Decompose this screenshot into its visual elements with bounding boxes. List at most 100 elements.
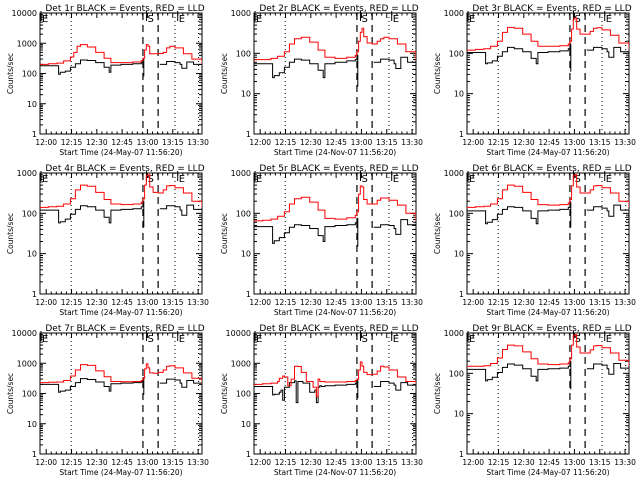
- time-marker-e: E: [467, 11, 475, 25]
- x-tick-label: 12:30: [86, 138, 108, 147]
- y-tick-label: 1: [459, 450, 464, 459]
- y-tick-label: 10: [454, 250, 464, 259]
- marker-label: E: [606, 334, 612, 345]
- x-tick-label: 12:45: [538, 138, 560, 147]
- x-tick-label: 12:00: [35, 458, 57, 467]
- time-marker-e: E: [40, 331, 48, 345]
- x-tick-label: 13:15: [589, 458, 611, 467]
- time-marker-e: E: [254, 171, 262, 185]
- y-tick-label: 1000: [231, 359, 251, 368]
- plot-title: Det 1r BLACK = Events, RED = LLD: [45, 4, 204, 14]
- y-tick-label: 1000: [17, 359, 37, 368]
- time-marker-e: E: [391, 171, 399, 185]
- x-tick-label: 13:00: [137, 458, 159, 467]
- marker-label: E: [42, 334, 48, 345]
- y-tick-label: 1000: [231, 9, 251, 18]
- series-line-events: [40, 200, 202, 228]
- time-marker-s: S: [359, 331, 368, 345]
- marker-label: E: [179, 174, 185, 185]
- x-tick-label: 12:45: [111, 138, 133, 147]
- plot-title: Det 3r BLACK = Events, RED = LLD: [472, 4, 631, 14]
- y-tick-label: 100: [236, 49, 251, 58]
- x-tick-label: 12:15: [275, 458, 297, 467]
- x-tick-label: 13:00: [564, 138, 586, 147]
- x-tick-label: 12:00: [249, 138, 271, 147]
- x-tick-label: 12:00: [35, 298, 57, 307]
- y-tick-label: 100: [236, 390, 251, 399]
- time-marker-e: E: [604, 11, 612, 25]
- series-line-lld: [40, 44, 202, 65]
- series-line-events: [254, 379, 416, 404]
- x-tick-label: 13:30: [401, 458, 423, 467]
- time-marker-e: E: [177, 11, 185, 25]
- y-axis-label: Counts/sec: [220, 373, 229, 414]
- series-line-events: [467, 43, 629, 72]
- y-tick-label: 1: [246, 130, 251, 139]
- time-marker-e: E: [391, 331, 399, 345]
- detector-plot-2: 1 10 100 1000 12:00 12:15 12:30 12:45 13:00 13:15…: [220, 4, 423, 157]
- marker-label: E: [469, 14, 475, 25]
- x-tick-label: 12:15: [275, 138, 297, 147]
- series-line-lld: [40, 174, 202, 208]
- x-tick-label: 12:45: [111, 458, 133, 467]
- y-tick-label: 1000: [444, 9, 464, 18]
- x-tick-label: 13:15: [376, 298, 398, 307]
- y-tick-label: 1: [246, 450, 251, 459]
- detector-plot-4: 1 10 100 1000 12:00 12:15 12:30 12:45 13:00 13:15…: [6, 164, 209, 317]
- y-tick-label: 100: [449, 49, 464, 58]
- y-tick-label: 1: [459, 130, 464, 139]
- x-tick-label: 12:30: [513, 138, 535, 147]
- time-marker-s: S: [145, 11, 154, 25]
- y-tick-label: 10: [241, 420, 251, 429]
- y-tick-label: 1: [32, 290, 37, 299]
- plot-title: Det 6r BLACK = Events, RED = LLD: [472, 164, 631, 174]
- y-tick-label: 10000: [12, 329, 37, 338]
- plot-title: Det 7r BLACK = Events, RED = LLD: [45, 324, 204, 334]
- x-tick-label: 12:45: [325, 138, 347, 147]
- x-axis-label: Start Time (24-May-07 11:56:20): [59, 308, 182, 317]
- plot-title: Det 5r BLACK = Events, RED = LLD: [259, 164, 418, 174]
- x-tick-label: 13:30: [187, 298, 209, 307]
- y-tick-label: 10: [27, 100, 37, 109]
- x-tick-label: 12:30: [300, 458, 322, 467]
- series-line-lld: [40, 363, 202, 384]
- x-tick-label: 13:00: [137, 298, 159, 307]
- x-tick-label: 12:45: [538, 458, 560, 467]
- detector-plot-6: 1 10 100 1000 12:00 12:15 12:30 12:45 13:00 13:15…: [433, 164, 636, 317]
- y-tick-label: 1000: [231, 169, 251, 178]
- marker-label: S: [361, 334, 367, 345]
- marker-label: E: [42, 14, 48, 25]
- x-tick-label: 12:15: [61, 138, 83, 147]
- y-tick-label: 1000: [17, 39, 37, 48]
- y-tick-label: 1: [459, 290, 464, 299]
- x-tick-label: 12:30: [513, 458, 535, 467]
- marker-label: E: [469, 174, 475, 185]
- series-line-events: [254, 217, 416, 247]
- x-axis-label: Start Time (24-May-07 11:56:20): [59, 468, 182, 477]
- x-tick-label: 13:00: [351, 458, 373, 467]
- series-line-lld: [254, 185, 416, 222]
- series-line-lld: [254, 361, 416, 397]
- marker-label: E: [256, 14, 262, 25]
- x-tick-label: 12:15: [488, 138, 510, 147]
- x-tick-label: 12:00: [249, 298, 271, 307]
- x-axis-label: Start Time (24-May-07 11:56:20): [486, 468, 609, 477]
- x-tick-label: 13:15: [376, 458, 398, 467]
- x-tick-label: 13:15: [589, 138, 611, 147]
- series-line-lld: [467, 174, 629, 208]
- x-tick-label: 12:00: [462, 458, 484, 467]
- y-tick-label: 10: [454, 410, 464, 419]
- y-tick-label: 1: [246, 290, 251, 299]
- x-tick-label: 12:15: [275, 298, 297, 307]
- plot-frame: [39, 332, 203, 455]
- time-marker-e: E: [40, 171, 48, 185]
- x-axis-label: Start Time (24-May-07 11:56:20): [59, 148, 182, 157]
- marker-label: S: [361, 14, 367, 25]
- y-axis-label: Counts/sec: [433, 213, 442, 254]
- time-marker-e: E: [467, 331, 475, 345]
- y-axis-label: Counts/sec: [220, 213, 229, 254]
- x-tick-label: 13:30: [187, 138, 209, 147]
- x-tick-label: 12:30: [86, 298, 108, 307]
